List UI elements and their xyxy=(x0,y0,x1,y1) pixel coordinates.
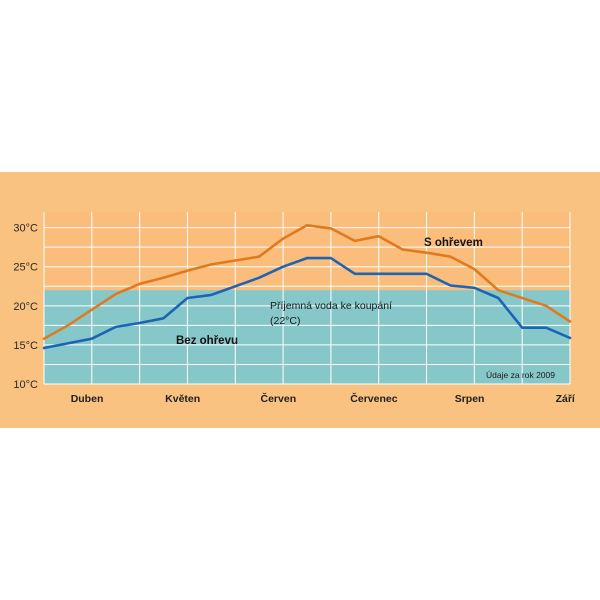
month-label: Červenec xyxy=(350,392,397,405)
series-line-unheated xyxy=(42,256,572,350)
month-label: Srpen xyxy=(455,393,485,405)
y-tick-label: 30°C xyxy=(13,223,38,235)
month-label: Duben xyxy=(71,393,104,405)
temperature-chart: 10°C 15°C 20°C 25°C 30°C Duben Květen Červen Če… xyxy=(0,172,600,428)
comfort-annotation-line2: (22°C) xyxy=(270,315,300,327)
y-tick-label: 15°C xyxy=(13,340,38,352)
comfort-annotation-line1: Příjemná voda ke koupání xyxy=(270,300,392,312)
y-tick-label: 25°C xyxy=(13,262,38,274)
month-label: Září xyxy=(556,393,576,405)
month-label: Červen xyxy=(261,392,297,405)
series-label-heated: S ohřevem xyxy=(424,237,483,249)
chart-panel: 10°C 15°C 20°C 25°C 30°C Duben Květen Červen Če… xyxy=(0,172,600,428)
series-lines xyxy=(42,224,572,350)
series-label-unheated: Bez ohřevu xyxy=(176,335,238,347)
y-tick-label: 10°C xyxy=(13,379,38,391)
series-line-heated xyxy=(42,224,572,340)
x-axis-months: DubenKvětenČervenČervenecSrpenZáříŘíjen xyxy=(71,392,576,405)
month-label: Květen xyxy=(165,393,200,405)
data-source-note: Údaje za rok 2009 xyxy=(486,370,555,380)
y-axis-ticks: 10°C 15°C 20°C 25°C 30°C xyxy=(13,223,38,391)
y-tick-label: 20°C xyxy=(13,301,38,313)
